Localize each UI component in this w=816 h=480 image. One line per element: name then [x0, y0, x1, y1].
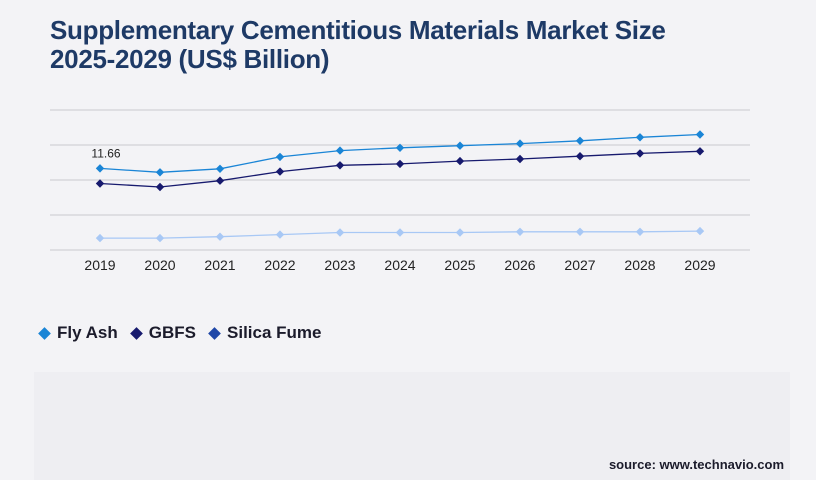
data-label: 11.66: [91, 146, 120, 160]
gbfs-point: [95, 179, 105, 188]
silica-fume-point: [695, 226, 705, 236]
gbfs-point: [215, 176, 225, 185]
fly-ash-point: [335, 146, 345, 155]
silica-fume-point: [635, 227, 645, 236]
gbfs-point: [395, 159, 405, 169]
chart-legend: Fly Ash GBFS Silica Fume: [38, 323, 336, 343]
silica-fume-point: [395, 228, 405, 237]
gbfs-point: [275, 167, 285, 176]
fly-ash-point: [95, 164, 105, 173]
source-note: source: www.technavio.com: [608, 457, 784, 472]
chart-title-line-2: 2025-2029 (US$ Billion): [50, 44, 330, 74]
legend-item-fly-ash: Fly Ash: [38, 323, 118, 343]
x-tick-label: 2024: [384, 257, 415, 273]
legend-item-gbfs: GBFS: [129, 323, 197, 343]
legend-marker-icon: [129, 326, 143, 340]
x-tick-label: 2029: [684, 257, 715, 273]
x-axis-tick-labels: 2019 2020 2021 2022 2023 2024 2025 2026 2027 2028…: [84, 257, 715, 273]
fly-ash-point: [155, 168, 165, 177]
fly-ash-point: [635, 133, 645, 142]
legend-marker-icon: [38, 326, 51, 340]
fly-ash-point: [515, 139, 525, 148]
x-tick-label: 2021: [204, 257, 235, 273]
legend-label: Silica Fume: [227, 323, 322, 342]
legend-marker-icon: [208, 326, 221, 340]
fly-ash-point: [215, 164, 225, 173]
x-tick-label: 2028: [624, 257, 655, 273]
silica-fume-point: [155, 233, 165, 243]
gbfs-point: [335, 161, 345, 170]
silica-fume-point: [215, 232, 225, 241]
gbfs-point: [695, 147, 705, 156]
background-panel: [34, 372, 790, 480]
fly-ash-point: [455, 141, 465, 150]
fly-ash-point: [395, 143, 405, 152]
x-tick-label: 2025: [444, 257, 475, 273]
gbfs-point: [575, 152, 585, 161]
legend-label: GBFS: [148, 323, 197, 342]
x-tick-label: 2022: [264, 257, 295, 273]
silica-fume-point: [275, 230, 285, 239]
gbfs-point: [515, 154, 525, 164]
gbfs-point: [635, 149, 645, 158]
x-tick-label: 2023: [324, 257, 355, 273]
chart-title-line-1: Supplementary Cementitious Materials Mar…: [50, 15, 666, 45]
legend-label: Fly Ash: [57, 323, 118, 342]
silica-fume-point: [335, 228, 345, 237]
silica-fume-point: [95, 233, 105, 243]
silica-fume-point: [575, 227, 585, 236]
x-tick-label: 2027: [564, 257, 595, 273]
chart-title: Supplementary Cementitious Materials Mar…: [50, 16, 770, 74]
legend-item-silica-fume: Silica Fume: [208, 323, 322, 343]
x-tick-label: 2019: [84, 257, 115, 273]
gbfs-point: [155, 182, 165, 192]
line-chart: 2019 2020 2021 2022 2023 2024 2025 2026 2027 2028…: [50, 109, 750, 273]
gbfs-point: [455, 156, 465, 166]
x-tick-label: 2020: [144, 257, 175, 273]
silica-fume-point: [455, 228, 465, 237]
gbfs-line: [99, 150, 701, 188]
series-markers: [95, 130, 705, 243]
fly-ash-point: [575, 136, 585, 145]
data-annotations: 11.66: [91, 146, 120, 160]
fly-ash-point: [695, 130, 705, 139]
x-tick-label: 2026: [504, 257, 535, 273]
silica-fume-point: [515, 227, 525, 236]
fly-ash-point: [275, 152, 285, 162]
